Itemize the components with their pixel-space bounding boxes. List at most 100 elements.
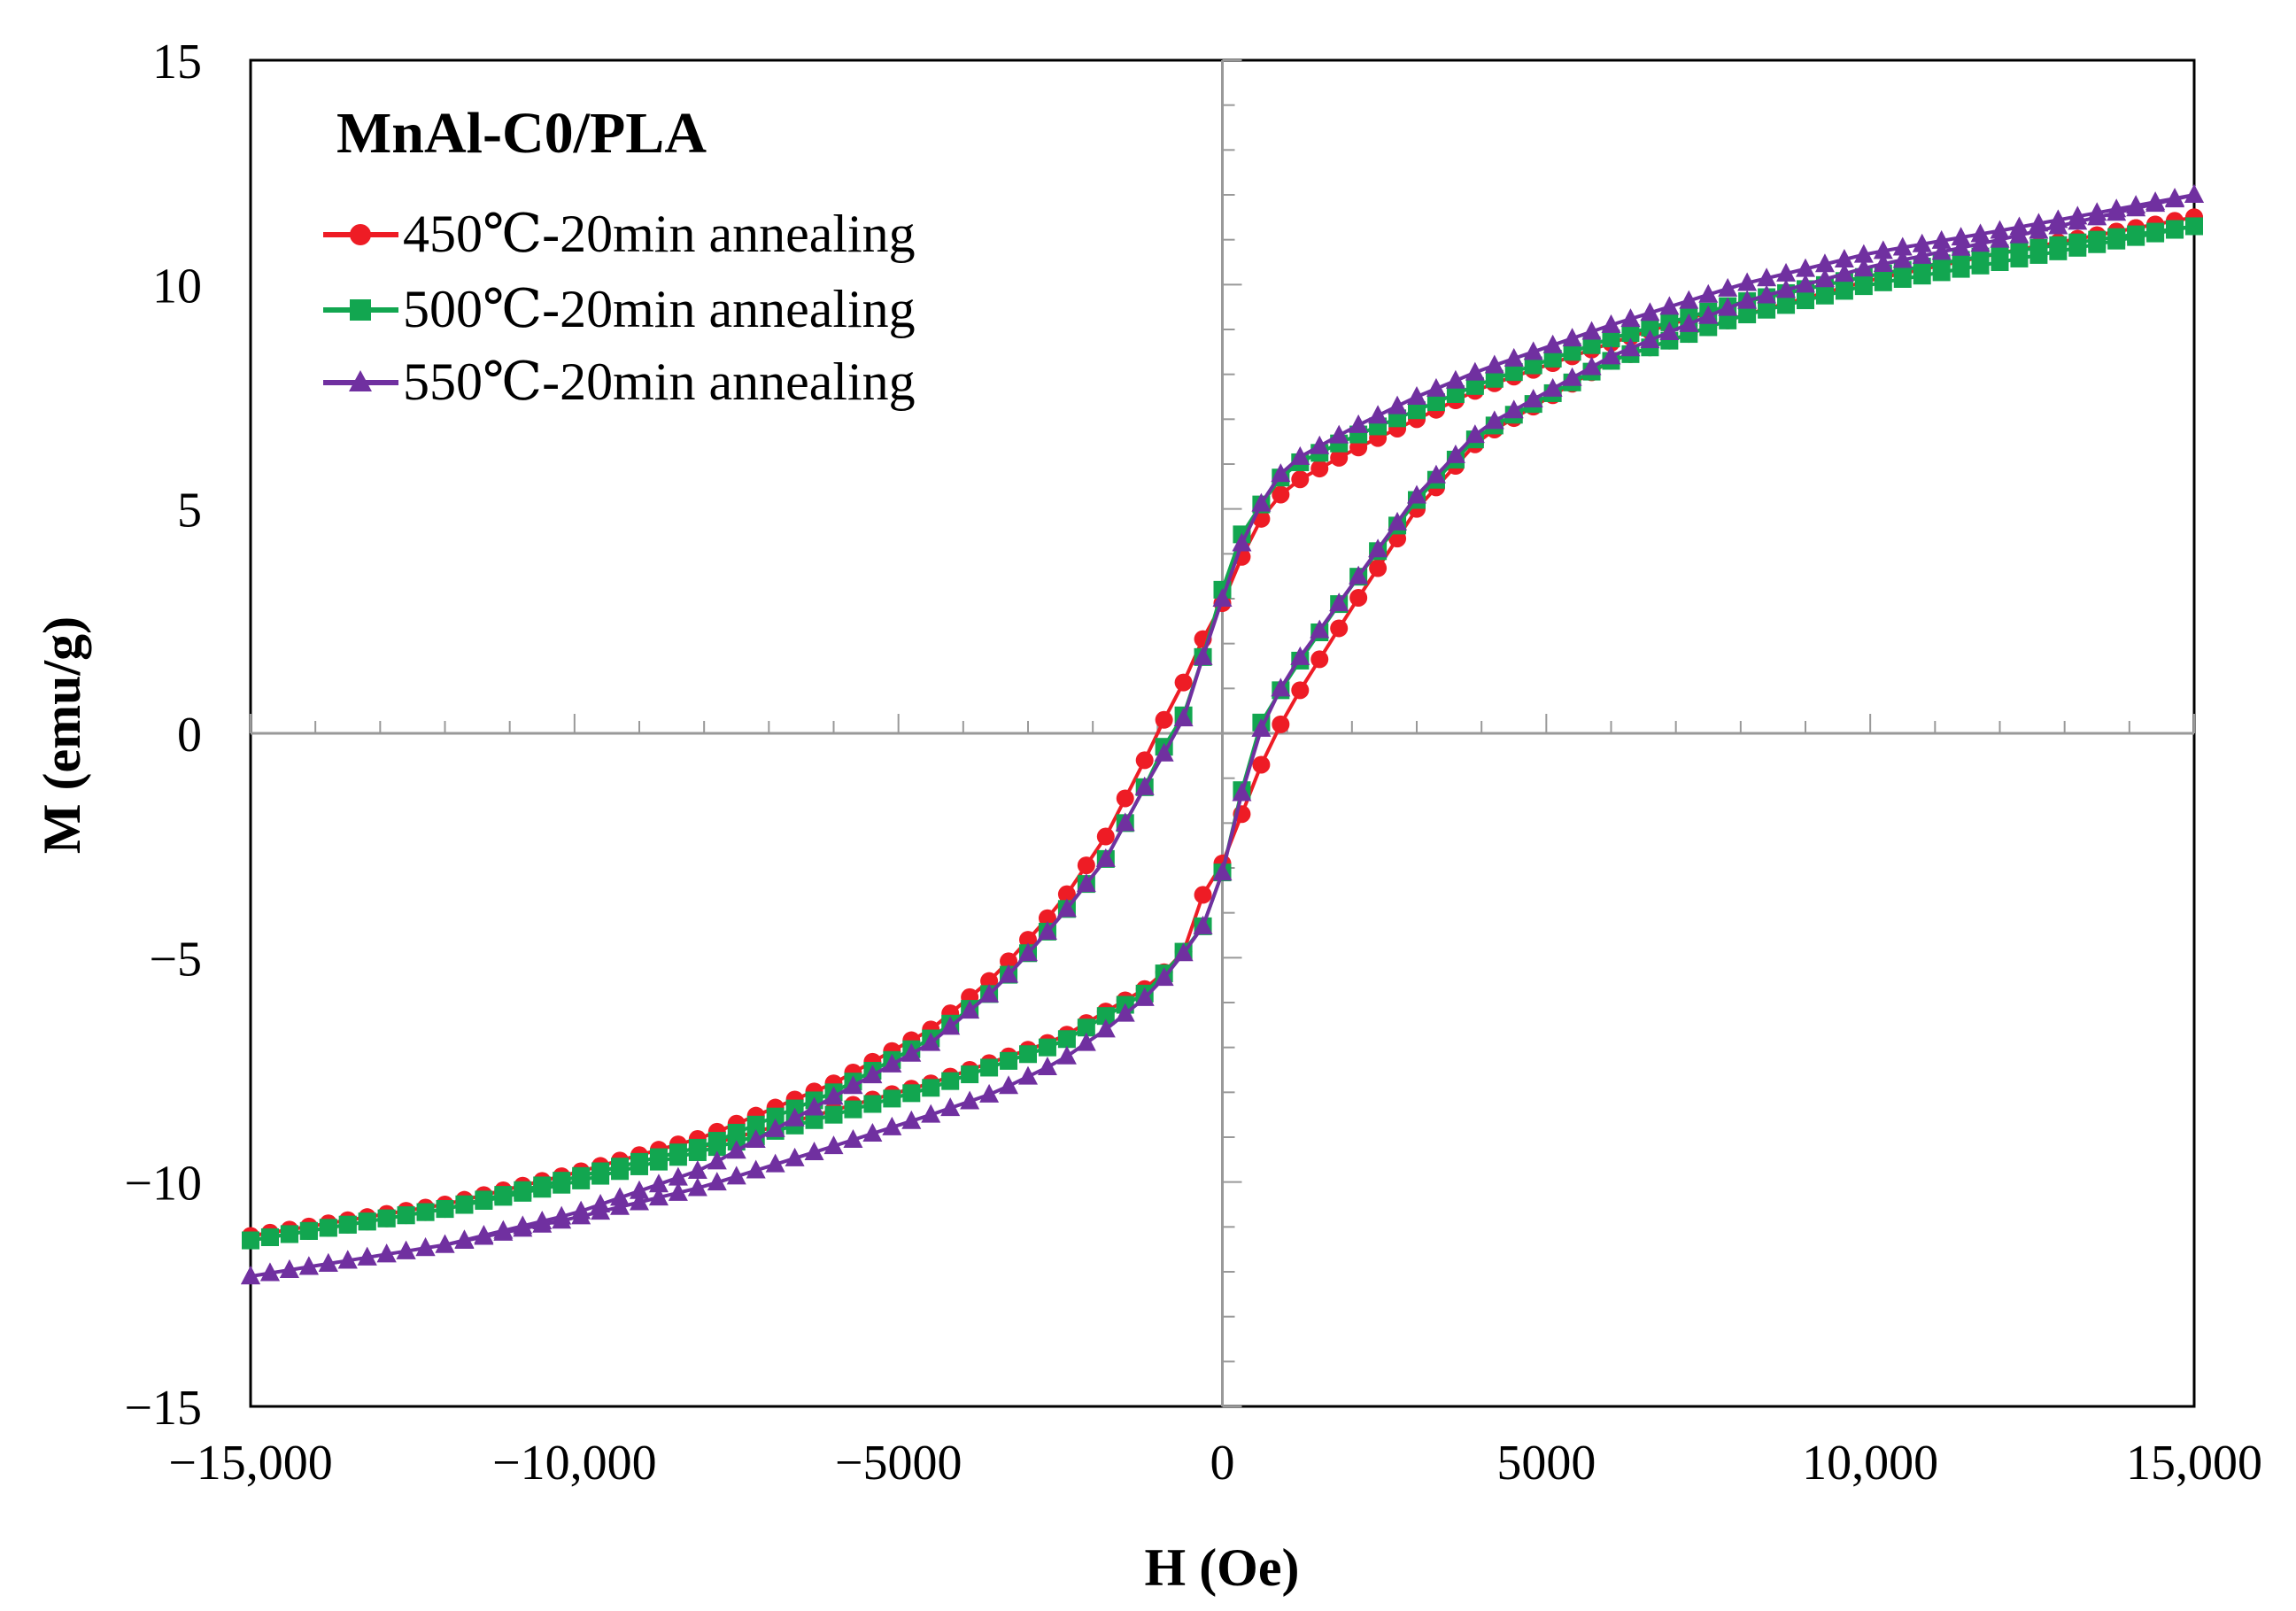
data-point	[1931, 229, 1952, 249]
x-tick-label: −15,000	[168, 1436, 333, 1491]
data-point	[1329, 424, 1349, 444]
data-point	[552, 1210, 572, 1229]
data-point	[688, 1142, 707, 1161]
data-point	[2048, 215, 2068, 235]
data-point	[1970, 223, 1991, 243]
data-point	[1757, 267, 1777, 287]
data-point	[377, 1209, 396, 1228]
y-tick-label: 5	[177, 484, 202, 538]
y-axis-title: M (emu/g)	[33, 616, 91, 854]
data-point	[1310, 460, 1329, 478]
data-point	[455, 1196, 474, 1214]
data-point	[1892, 249, 1913, 268]
data-point	[493, 1221, 514, 1241]
data-point	[2009, 224, 2029, 244]
data-point	[1640, 329, 1660, 349]
data-point	[2068, 211, 2088, 230]
data-point	[513, 1218, 533, 1237]
data-point	[454, 1230, 475, 1250]
data-point	[553, 1175, 571, 1194]
data-point	[1194, 886, 1212, 904]
data-point	[1951, 227, 1971, 246]
data-point	[1601, 345, 1621, 365]
data-point	[1698, 305, 1719, 324]
data-point	[1952, 259, 1970, 278]
data-point	[1465, 424, 1485, 444]
data-point	[630, 1157, 648, 1175]
data-point	[1174, 673, 1193, 692]
data-point	[2126, 198, 2146, 217]
data-point	[630, 1180, 649, 1199]
series-layer	[241, 184, 2204, 1285]
legend-marker-550	[349, 370, 372, 391]
data-point	[1038, 909, 1056, 927]
data-point	[882, 1053, 902, 1073]
data-point	[2185, 217, 2203, 236]
data-point	[1115, 812, 1135, 832]
y-tick-label: 10	[152, 259, 202, 314]
data-point	[591, 1166, 610, 1185]
data-point	[1173, 708, 1194, 727]
data-point	[687, 1177, 707, 1197]
data-point	[882, 1116, 902, 1135]
data-point	[960, 1000, 980, 1019]
data-point	[1465, 361, 1485, 381]
x-tick-label: 0	[1210, 1436, 1235, 1491]
data-point	[2087, 206, 2107, 226]
data-point	[1000, 1051, 1018, 1070]
data-point	[357, 1246, 377, 1266]
data-point	[1291, 470, 1310, 489]
data-point	[2088, 235, 2107, 253]
data-point	[1815, 286, 1834, 305]
data-point	[1310, 650, 1329, 669]
data-point	[1659, 321, 1680, 341]
data-point	[1388, 395, 1408, 414]
data-point	[514, 1183, 532, 1202]
data-point	[1173, 942, 1194, 962]
data-point	[1621, 324, 1640, 343]
data-point	[1913, 267, 1931, 285]
data-point	[940, 1016, 961, 1035]
data-point	[940, 1097, 961, 1117]
data-point	[319, 1219, 337, 1237]
data-point	[1990, 228, 2010, 248]
data-point	[1814, 268, 1835, 288]
data-point	[1251, 717, 1272, 737]
data-point	[1640, 302, 1660, 321]
data-point	[1232, 532, 1252, 552]
data-point	[1873, 240, 1893, 259]
data-point	[2107, 202, 2127, 221]
data-point	[921, 1104, 941, 1123]
data-point	[726, 1140, 746, 1159]
data-point	[843, 1129, 863, 1149]
data-point	[1252, 755, 1271, 774]
data-point	[1853, 258, 1874, 277]
data-point	[823, 1086, 844, 1105]
data-point	[2166, 221, 2184, 239]
data-point	[1154, 967, 1174, 987]
y-tick-label: −15	[124, 1381, 202, 1436]
chart-title: MnAl-C0/PLA	[336, 101, 707, 166]
data-point	[1272, 715, 1290, 733]
data-point	[1777, 296, 1796, 314]
data-point	[979, 983, 1000, 1003]
data-point	[1757, 284, 1777, 304]
data-point	[1874, 273, 1892, 291]
data-point	[804, 1141, 824, 1160]
data-point	[1970, 233, 1991, 252]
data-point	[707, 1138, 726, 1157]
data-point	[1290, 646, 1310, 665]
data-point	[1854, 277, 1873, 296]
data-point	[280, 1225, 298, 1243]
data-point	[1620, 337, 1641, 357]
data-point	[1659, 296, 1680, 315]
data-point	[785, 1147, 805, 1166]
legend-label-500: 500℃-20min annealing	[403, 280, 916, 338]
data-point	[1562, 328, 1582, 347]
data-point	[533, 1180, 552, 1198]
data-point	[1912, 244, 1932, 264]
data-point	[318, 1252, 338, 1272]
data-point	[279, 1259, 299, 1278]
data-point	[804, 1096, 824, 1116]
